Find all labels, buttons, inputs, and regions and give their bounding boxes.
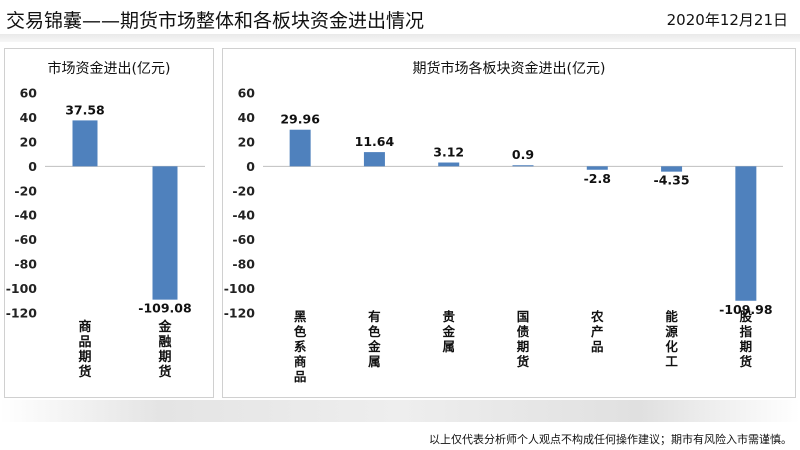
y-tick-label: -40 [14,208,37,223]
y-tick-label: -80 [14,257,37,272]
y-tick-label: 20 [20,134,38,149]
footer-band [0,400,800,422]
data-label: 0.9 [512,147,534,162]
market-flow-chart: 市场资金进出(亿元) 60 40 20 0 -20 -40 -60 -80 -100 -120 37.… [6,60,205,380]
y-tick-label: -60 [232,232,255,247]
category-label: 有色金属 [367,309,381,369]
chart-title: 市场资金进出(亿元) [48,60,171,77]
y-tick-label: -100 [6,281,38,296]
bar [438,162,460,167]
category-label: 国债期货 [517,309,530,369]
bar [363,152,385,167]
sector-flow-chart: 期货市场各板块资金进出(亿元) 60 40 20 0 -20 -40 -60 -80 -100 -1… [224,60,783,384]
category-label: 金融期货 [157,319,172,380]
y-tick-label: -20 [14,183,37,198]
data-label: -109.08 [138,301,191,316]
y-tick-label: -80 [232,257,255,272]
data-label: -109.98 [719,302,772,317]
left-chart-panel: 市场资金进出(亿元) 60 40 20 0 -20 -40 -60 -80 -100 -120 37.… [4,48,214,398]
chart-title: 期货市场各板块资金进出(亿元) [413,60,606,77]
bar [72,120,98,167]
bar [586,166,608,170]
data-label: -2.8 [584,171,611,186]
bar [735,166,757,301]
data-label: 37.58 [65,102,105,117]
y-tick-label: 40 [20,110,38,125]
y-tick-label: 20 [238,134,256,149]
disclaimer: 以上仅代表分析师个人观点不构成任何操作建议；期市有风险入市需谨慎。 [429,433,792,446]
data-label: 29.96 [280,112,320,127]
y-tick-label: 0 [246,159,255,174]
category-label: 商品期货 [78,319,91,380]
y-tick-label: -120 [224,306,256,321]
page-title: 交易锦囊——期货市场整体和各板块资金进出情况 [6,10,425,32]
y-tick-label: -40 [232,208,255,223]
y-tick-label: -20 [232,183,255,198]
y-tick-label: -60 [14,232,37,247]
bar [661,166,683,172]
y-tick-label: 60 [20,86,38,101]
category-label: 股指期货 [740,309,753,369]
bar [152,166,178,300]
category-label: 黑色系商品 [294,309,307,384]
data-label: 3.12 [433,145,464,160]
y-tick-label: 60 [238,86,256,101]
y-tick-label: -100 [224,281,256,296]
report-date: 2020年12月21日 [666,11,788,29]
category-label: 贵金属 [441,309,455,354]
category-label: 能源化工 [665,309,678,369]
data-label: -4.35 [654,173,690,188]
y-tick-label: 0 [28,159,37,174]
right-chart-panel: 期货市场各板块资金进出(亿元) 60 40 20 0 -20 -40 -60 -80 -100 -1… [222,48,796,398]
y-tick-label: 40 [238,110,256,125]
bar [289,129,311,167]
header-band [0,34,800,42]
data-label: 11.64 [355,134,395,149]
y-tick-label: -120 [6,306,38,321]
category-label: 农产品 [590,309,604,354]
bar [512,165,534,167]
header: 交易锦囊——期货市场整体和各板块资金进出情况 2020年12月21日 [0,0,800,42]
